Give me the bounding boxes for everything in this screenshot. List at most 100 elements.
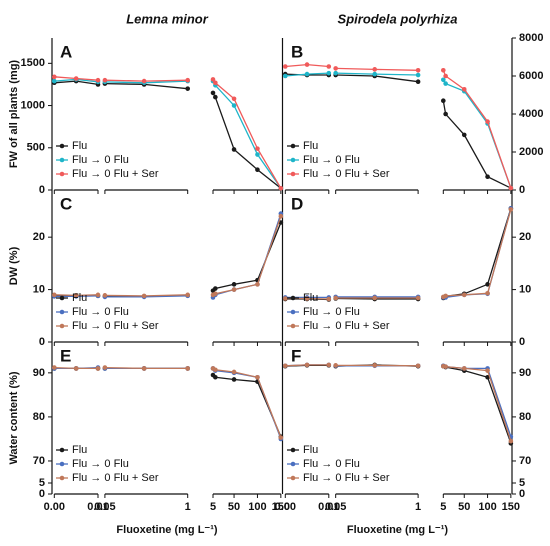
data-point xyxy=(304,296,310,301)
legend-label: Flu → 0 Flu xyxy=(303,154,360,166)
y-tick-label: 4000 xyxy=(519,108,543,120)
data-point xyxy=(278,213,284,219)
data-point xyxy=(333,70,338,76)
data-point xyxy=(282,296,288,301)
data-point xyxy=(213,291,218,297)
data-point xyxy=(95,77,101,83)
series-line xyxy=(442,208,512,299)
legend-label: Flu → 0 Flu xyxy=(72,458,129,470)
data-point xyxy=(372,295,378,301)
series-line xyxy=(443,365,512,437)
data-point xyxy=(52,292,57,298)
data-point xyxy=(52,365,57,370)
data-point xyxy=(102,365,108,370)
series-line xyxy=(443,365,512,442)
data-point xyxy=(231,377,237,382)
x-tick-label: 100 xyxy=(248,501,266,513)
x-tick-label: 0.01 xyxy=(87,501,108,513)
y-axis-label: FW of all plants (mg) xyxy=(8,60,20,168)
y-tick-label: 80 xyxy=(33,411,45,423)
data-point xyxy=(508,207,514,212)
data-point xyxy=(304,71,310,77)
legend-marker xyxy=(59,171,65,177)
data-point xyxy=(333,66,338,71)
x-axis-label: Fluoxetine (mg L⁻¹) xyxy=(116,524,217,536)
legend-label: Flu → 0 Flu + Ser xyxy=(72,472,159,484)
data-point xyxy=(415,363,421,369)
y-axis-label: Water content (%) xyxy=(8,371,20,464)
y-tick-label: 80 xyxy=(519,411,531,423)
data-point xyxy=(372,71,378,77)
data-point xyxy=(508,185,514,191)
panel-letter: F xyxy=(291,346,301,365)
data-point xyxy=(415,72,421,78)
data-point xyxy=(461,132,467,138)
data-point xyxy=(213,367,218,373)
data-point xyxy=(326,70,332,76)
legend-marker xyxy=(59,295,65,301)
legend-label: Flu → 0 Flu xyxy=(303,306,360,318)
data-point xyxy=(185,86,190,91)
data-point xyxy=(485,374,490,380)
x-tick-label: 0.05 xyxy=(325,501,346,513)
legend-label: Flu → 0 Flu xyxy=(72,306,129,318)
y-tick-label: 0 xyxy=(39,488,45,500)
data-point xyxy=(372,363,378,368)
data-point xyxy=(282,363,288,369)
data-point xyxy=(443,73,448,79)
panel-letter: A xyxy=(60,42,72,61)
data-point xyxy=(102,293,108,298)
panel-letter: D xyxy=(291,194,303,213)
y-tick-label: 0 xyxy=(519,488,525,500)
data-point xyxy=(485,368,490,373)
data-point xyxy=(326,362,332,368)
data-point xyxy=(231,103,237,108)
series-line xyxy=(212,215,282,296)
y-tick-label: 8000 xyxy=(519,32,543,44)
data-point xyxy=(185,366,190,371)
x-tick-label: 0.00 xyxy=(44,501,65,513)
legend-label: Flu xyxy=(303,444,318,456)
legend-label: Flu → 0 Flu + Ser xyxy=(303,472,390,484)
x-tick-label: 150 xyxy=(502,501,520,513)
data-point xyxy=(443,364,448,369)
legend-marker xyxy=(290,309,296,315)
legend-marker xyxy=(59,157,65,163)
data-point xyxy=(441,68,446,73)
data-point xyxy=(282,64,288,69)
data-point xyxy=(415,68,421,73)
legend-label: Flu xyxy=(72,444,87,456)
legend-marker xyxy=(290,143,296,149)
x-tick-label: 1 xyxy=(415,501,421,513)
data-point xyxy=(141,293,147,299)
data-point xyxy=(485,174,490,179)
data-point xyxy=(210,77,216,82)
legend-marker xyxy=(59,475,65,481)
y-tick-label: 70 xyxy=(519,455,531,467)
series-line xyxy=(442,70,512,189)
x-tick-label: 5 xyxy=(440,501,446,513)
series-line xyxy=(212,374,282,437)
y-tick-label: 20 xyxy=(519,231,531,243)
panel-letter: C xyxy=(60,194,72,213)
x-tick-label: 50 xyxy=(458,501,470,513)
data-point xyxy=(372,67,378,72)
data-point xyxy=(508,438,514,444)
legend-marker xyxy=(59,143,65,149)
data-point xyxy=(441,98,446,103)
y-tick-label: 0 xyxy=(519,184,525,196)
legend-marker xyxy=(290,157,296,163)
series-line xyxy=(212,213,282,298)
data-point xyxy=(73,366,79,371)
series-line xyxy=(443,365,512,444)
series-line xyxy=(442,100,512,189)
data-point xyxy=(278,435,284,440)
data-point xyxy=(443,81,448,86)
legend-label: Flu → 0 Flu xyxy=(72,154,129,166)
data-point xyxy=(231,287,237,292)
data-point xyxy=(73,76,79,81)
legend-marker xyxy=(290,323,296,329)
panel-letter: E xyxy=(60,346,71,365)
data-point xyxy=(485,119,490,124)
